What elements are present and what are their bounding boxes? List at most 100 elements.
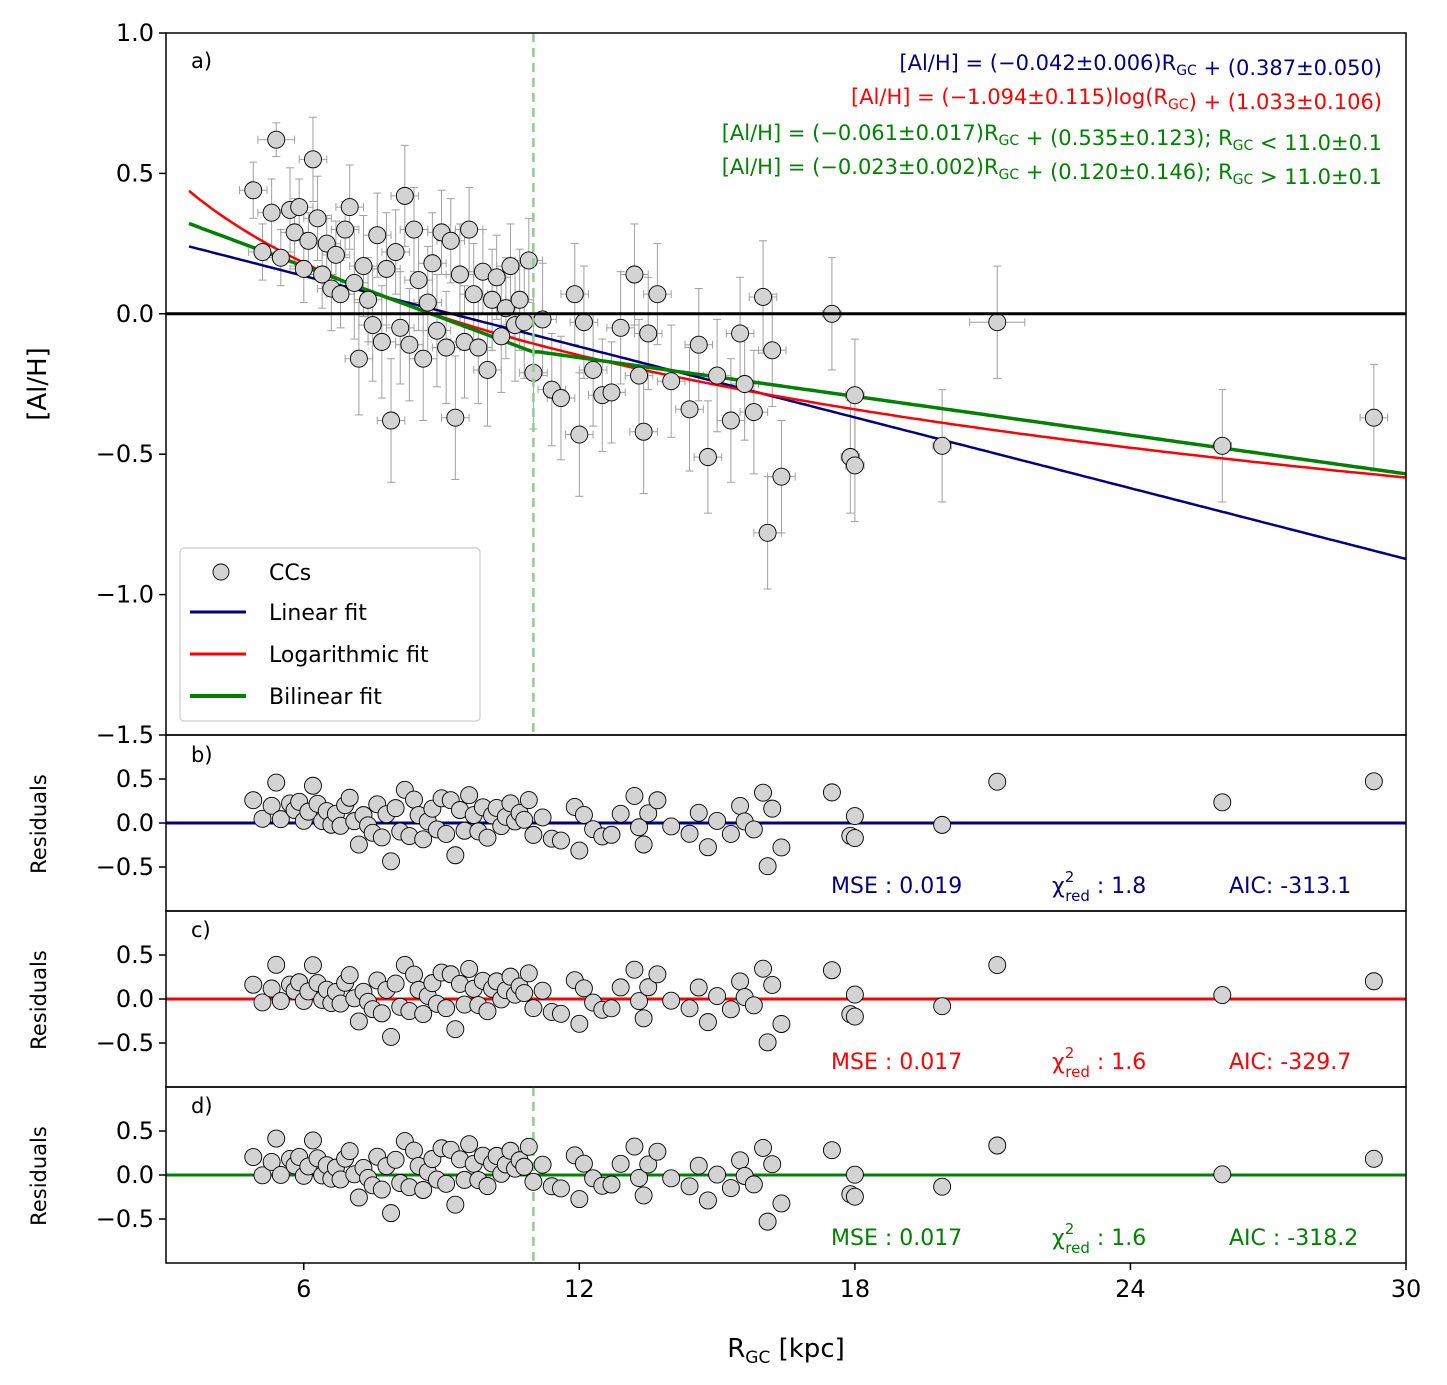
residual-point [1364,1149,1383,1168]
data-point [395,186,414,205]
mse-c: MSE : 0.017 [831,1050,962,1075]
residual-point [570,1014,589,1033]
residual-point [822,1141,841,1160]
residual-point [754,783,772,802]
residual-point [845,1187,864,1206]
residual-point [988,956,1007,975]
residual-point [744,820,763,839]
residual-point [648,965,667,984]
data-point [418,293,437,312]
residual-point [515,810,534,829]
residual-point [625,960,644,979]
residual-point [574,979,593,998]
residual-point [524,1172,543,1191]
residual-point [570,841,589,860]
x-axis-label: RGC [kpc] [727,1334,845,1368]
data-point [313,265,332,284]
bilinear-fit-line [188,221,1407,476]
data-points-a [244,130,1383,542]
data-point [331,285,350,304]
residual-point [437,999,456,1018]
residual-point [386,799,405,818]
residual-point [662,817,681,836]
residual-point [271,1166,290,1184]
residual-point [574,1154,593,1173]
residual-point [382,1204,400,1223]
residual-point [933,1177,952,1196]
panel-label-c: c) [191,918,211,942]
mse-d: MSE : 0.017 [831,1226,962,1251]
chi2-b: χ2 red : 1.8 [1052,868,1146,905]
residual-point [988,772,1007,791]
residual-point [689,978,708,997]
data-point [437,338,456,357]
residual-point [460,1135,479,1154]
residual-point [689,1156,708,1175]
residual-point [437,825,456,843]
residual-point [382,1027,400,1046]
stats-c: MSE : 0.017 χ2 red : 1.6 AIC: -329.7 [831,1044,1351,1081]
panel-d: 0.5 0.0 −0.5 [96,1086,1407,1264]
residual-point [698,1191,717,1210]
residual-point [446,846,465,865]
residual-point [1364,772,1383,791]
data-point [450,265,469,284]
residual-point [680,999,699,1018]
residual-point [708,812,727,830]
residual-point [253,809,272,828]
residual-point [625,786,644,805]
data-point [988,313,1007,332]
y-axis-label-c: Residuals [27,950,51,1050]
legend-marker-ccs [212,563,230,581]
equation-4: [Al/H] = (−0.023±0.002)RGC + (0.120±0.14… [722,155,1382,189]
residual-point [446,1020,465,1039]
data-point [515,313,534,332]
chi2-d: χ2 red : 1.6 [1052,1220,1146,1257]
residual-point [533,981,552,1000]
axes-frame [165,1086,1407,1264]
residual-point [570,1190,589,1209]
residual-point [845,1007,864,1026]
data-point [478,361,497,379]
residual-point [933,997,952,1016]
panel-c: 0.5 0.0 −0.5 [96,910,1407,1088]
residual-point [754,1138,772,1157]
residual-point [845,807,864,825]
data-point [689,335,708,354]
residual-point [772,1015,791,1033]
residual-point [372,1004,391,1023]
legend-label-ccs: CCs [269,561,311,586]
data-point [565,285,584,304]
data-point [386,243,405,261]
residual-point [405,790,423,809]
data-point [731,324,750,343]
data-point [326,245,345,264]
residual-point [763,799,782,818]
y-tick-label-a: 1.0 [116,19,154,47]
residual-point [648,791,667,810]
residual-point [382,852,400,871]
residual-point [602,825,621,844]
data-point [662,372,681,391]
data-point [400,335,419,354]
x-tick-label: 6 [296,1275,311,1303]
y-tick-label-a: −1.0 [96,581,154,609]
y-tick-label-a: −0.5 [96,440,154,468]
residual-point [639,804,658,823]
residual-point [267,773,286,792]
data-point [570,425,589,444]
residual-point [460,959,479,978]
data-point [271,248,290,267]
residual-point [698,838,717,857]
residual-point [533,1155,552,1174]
residual-point [758,1212,777,1231]
residual-point [758,1033,777,1052]
residual-point [340,966,359,985]
residual-point [744,996,763,1015]
legend-label-linear: Linear fit [269,601,367,626]
residual-point [630,992,648,1011]
data-point [285,223,304,242]
residual-point [698,1013,717,1032]
y-tick-label: 0.0 [116,985,154,1013]
x-tick-label: 30 [1391,1275,1422,1303]
